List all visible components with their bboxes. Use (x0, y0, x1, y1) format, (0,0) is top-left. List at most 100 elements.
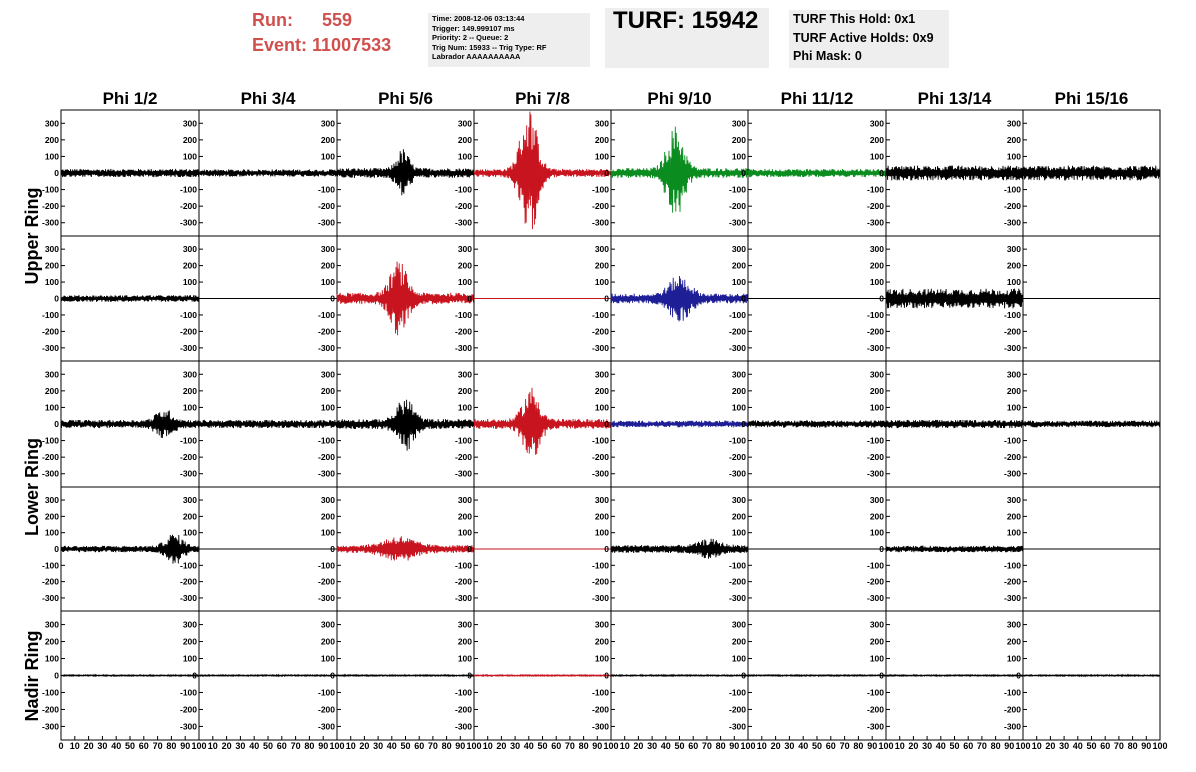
waveform-r1-c7 (885, 165, 1024, 181)
ytick-label-r1-c5-300: 300 (595, 118, 609, 128)
ytick-label-r2-c2-0: 0 (192, 294, 197, 304)
ytick-label-r5-c8--200: -200 (1004, 704, 1021, 714)
waveform-r4-c1 (60, 534, 200, 564)
waveform-r3-c5 (610, 420, 749, 428)
xtick-label-c7-10: 10 (895, 741, 905, 751)
ytick-label-r4-c5-100: 100 (595, 528, 609, 538)
ytick-label-r4-c5-200: 200 (595, 511, 609, 521)
ytick-label-r4-c2-200: 200 (183, 511, 197, 521)
xtick-label-c3-10: 10 (346, 741, 356, 751)
ytick-label-r4-c3--300: -300 (318, 593, 335, 603)
ytick-label-r4-c5--300: -300 (592, 593, 609, 603)
ytick-label-r1-c2-300: 300 (183, 118, 197, 128)
xtick-label-c5-30: 30 (647, 741, 657, 751)
ytick-label-r5-c5--200: -200 (592, 704, 609, 714)
waveform-r3-c7 (885, 419, 1024, 429)
ytick-label-r2-c4--200: -200 (455, 326, 472, 336)
ytick-label-r5-c3--200: -200 (318, 704, 335, 714)
ytick-label-r4-c6-0: 0 (741, 544, 746, 554)
xtick-label-c3-50: 50 (400, 741, 410, 751)
xtick-label-c3-100: 100 (466, 741, 481, 751)
ytick-label-r5-c4-0: 0 (467, 671, 472, 681)
info-trigger: Trigger: 149.999107 ms (432, 23, 515, 33)
ytick-label-r2-c1-0: 0 (54, 294, 59, 304)
xtick-label-c3-20: 20 (359, 741, 369, 751)
xtick-label-c8-40: 40 (1073, 741, 1083, 751)
ytick-label-r1-c4-200: 200 (458, 135, 472, 145)
waveform-r3-c4 (473, 387, 612, 455)
ytick-label-r1-c7--300: -300 (867, 218, 884, 228)
column-header-6: Phi 11/12 (781, 89, 854, 108)
ytick-label-r5-c7-100: 100 (870, 654, 884, 664)
ytick-label-r3-c4-300: 300 (458, 369, 472, 379)
ytick-label-r4-c5--100: -100 (592, 560, 609, 570)
xtick-label-c5-10: 10 (620, 741, 630, 751)
xtick-label-c5-20: 20 (633, 741, 643, 751)
ytick-label-r1-c2-0: 0 (192, 168, 197, 178)
ytick-label-r1-c4-0: 0 (467, 168, 472, 178)
column-header-8: Phi 15/16 (1055, 89, 1129, 108)
xtick-label-c6-70: 70 (840, 741, 850, 751)
ytick-label-r1-c4--200: -200 (455, 201, 472, 211)
xtick-label-c2-30: 30 (235, 741, 245, 751)
ytick-label-r5-c2-200: 200 (183, 637, 197, 647)
ytick-label-r3-c5-300: 300 (595, 369, 609, 379)
ytick-label-r1-c5-100: 100 (595, 151, 609, 161)
waveform-r1-c2 (198, 169, 338, 177)
ytick-label-r4-c2--200: -200 (180, 577, 197, 587)
ytick-label-r5-c3-100: 100 (321, 654, 335, 664)
run-label: Run: (252, 10, 293, 30)
ytick-label-r4-c1-300: 300 (45, 495, 59, 505)
xtick-label-c3-70: 70 (428, 741, 438, 751)
ytick-label-r1-c5--300: -300 (592, 218, 609, 228)
waveform-r5-c5 (610, 673, 749, 678)
ytick-label-r2-c4-0: 0 (467, 294, 472, 304)
ytick-label-r3-c2-200: 200 (183, 386, 197, 396)
waveform-r3-c8 (1022, 420, 1161, 428)
ytick-label-r2-c5--100: -100 (592, 310, 609, 320)
ytick-label-r2-c3--200: -200 (318, 326, 335, 336)
ytick-label-r5-c1--200: -200 (42, 704, 59, 714)
xtick-label-c7-80: 80 (991, 741, 1001, 751)
waveform-r2-c1 (60, 295, 200, 302)
waveform-r3-c6 (747, 420, 887, 428)
xtick-label-c1-0: 0 (58, 741, 63, 751)
ytick-label-r3-c6-200: 200 (732, 386, 746, 396)
ytick-label-r5-c4--200: -200 (455, 704, 472, 714)
xtick-label-c7-90: 90 (1004, 741, 1014, 751)
ytick-label-r4-c2-100: 100 (183, 528, 197, 538)
ytick-label-r3-c7-100: 100 (870, 402, 884, 412)
ytick-label-r2-c2--100: -100 (180, 310, 197, 320)
xtick-label-c6-60: 60 (826, 741, 836, 751)
ytick-label-r1-c5-200: 200 (595, 135, 609, 145)
ytick-label-r1-c5--100: -100 (592, 185, 609, 195)
ytick-label-r4-c7--300: -300 (867, 593, 884, 603)
xtick-label-c2-40: 40 (249, 741, 259, 751)
ytick-label-r5-c1-200: 200 (45, 637, 59, 647)
ytick-label-r3-c8-100: 100 (1007, 402, 1021, 412)
ytick-label-r4-c7-200: 200 (870, 511, 884, 521)
ytick-label-r4-c2--300: -300 (180, 593, 197, 603)
column-header-3: Phi 5/6 (378, 89, 433, 108)
xtick-label-c3-60: 60 (414, 741, 424, 751)
ytick-label-r5-c5-300: 300 (595, 620, 609, 630)
ytick-label-r3-c3--300: -300 (318, 469, 335, 479)
ytick-label-r3-c8--300: -300 (1004, 469, 1021, 479)
ytick-label-r3-c8-200: 200 (1007, 386, 1021, 396)
ytick-label-r1-c6-0: 0 (741, 168, 746, 178)
xtick-label-c3-30: 30 (373, 741, 383, 751)
ytick-label-r1-c2--200: -200 (180, 201, 197, 211)
ytick-label-r1-c3--300: -300 (318, 218, 335, 228)
ytick-label-r3-c5--200: -200 (592, 452, 609, 462)
ytick-label-r4-c1-200: 200 (45, 511, 59, 521)
turf-hold-box: TURF This Hold: 0x1 TURF Active Holds: 0… (789, 10, 949, 68)
ytick-label-r2-c2-100: 100 (183, 277, 197, 287)
ytick-label-r3-c1-100: 100 (45, 402, 59, 412)
xtick-label-c4-90: 90 (592, 741, 602, 751)
ytick-label-r3-c7--300: -300 (867, 469, 884, 479)
ytick-label-r3-c3-300: 300 (321, 369, 335, 379)
ytick-label-r2-c7--200: -200 (867, 326, 884, 336)
ytick-label-r5-c7-300: 300 (870, 620, 884, 630)
ytick-label-r5-c7-0: 0 (879, 671, 884, 681)
xtick-label-c4-40: 40 (524, 741, 534, 751)
